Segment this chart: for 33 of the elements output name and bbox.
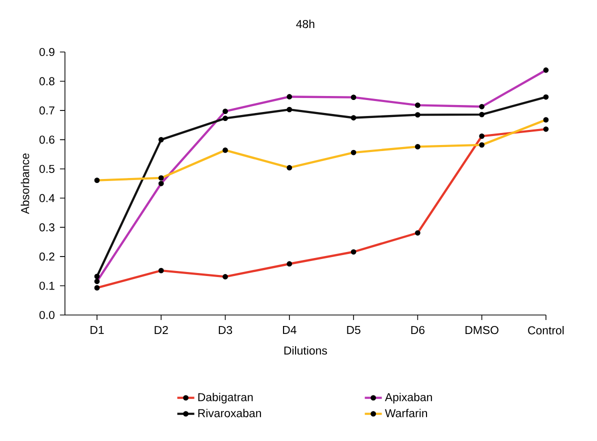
point <box>286 106 292 112</box>
point <box>479 112 484 118</box>
y-tick-label: 0.0 <box>39 310 54 320</box>
y-axis-title: Absorbance <box>20 153 30 214</box>
y-tick-label: 0.4 <box>39 194 55 202</box>
x-tick-label: DMSO <box>466 326 498 334</box>
y-tick-label: 0.7 <box>39 106 54 115</box>
y-tick-label: 0.9 <box>39 48 54 56</box>
legend-label: Warfarin <box>384 408 428 418</box>
legend-label: Rivaroxaban <box>198 408 261 418</box>
point <box>543 94 549 100</box>
x-tick-label: Control <box>528 326 564 334</box>
y-tick-label: 0.6 <box>39 136 54 144</box>
legend-label: Dabigatran <box>198 392 253 404</box>
legend-label: Apixaban <box>384 392 432 404</box>
point <box>158 136 164 142</box>
point <box>414 112 420 118</box>
y-tick-label: 0.5 <box>39 164 54 173</box>
point <box>94 274 100 280</box>
x-tick-label: D6 <box>411 326 424 334</box>
x-tick-label: D1 <box>90 326 104 334</box>
y-tick-label: 0.1 <box>39 282 54 290</box>
x-tick-label: D2 <box>154 326 168 334</box>
y-tick-label: 0.8 <box>39 77 54 86</box>
point <box>222 116 228 122</box>
x-axis-title: Dilutions <box>284 346 327 355</box>
y-tick-label: 0.3 <box>39 223 54 232</box>
x-tick-label: D5 <box>347 326 360 334</box>
x-tick-label: D4 <box>283 326 296 334</box>
chart-title: 48h <box>296 20 314 28</box>
y-tick-label: 0.2 <box>39 252 54 261</box>
point <box>350 115 356 120</box>
x-tick-label: D3 <box>218 326 232 334</box>
